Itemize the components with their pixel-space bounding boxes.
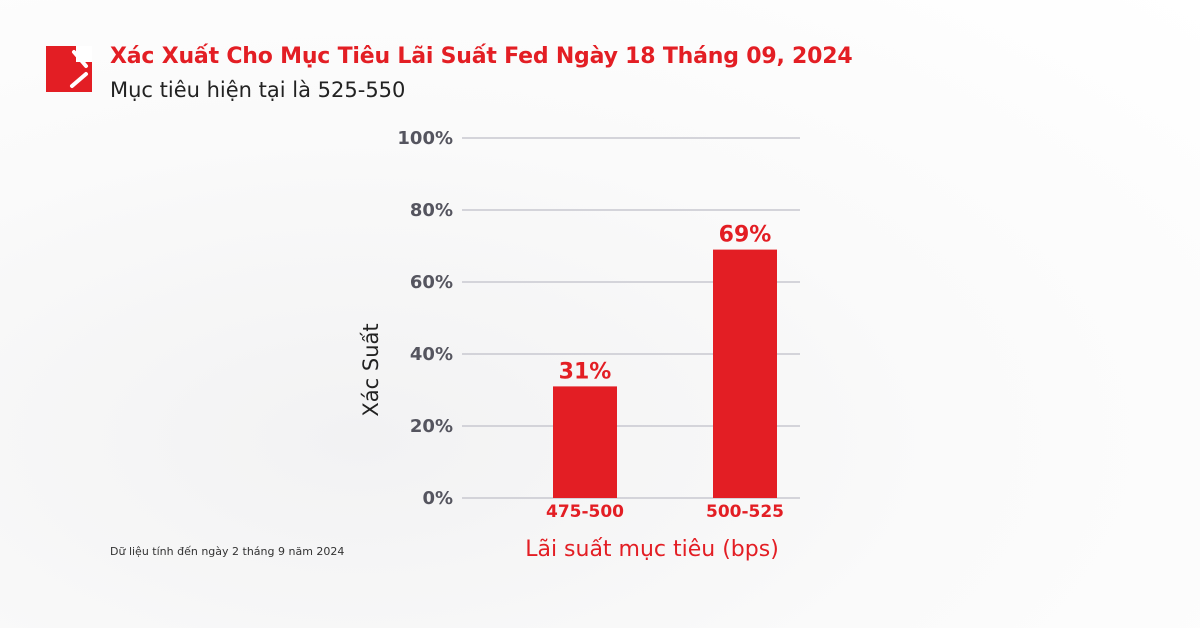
brand-logo [46, 46, 92, 92]
y-tick-label: 20% [410, 416, 453, 437]
x-tick-label: 475-500 [546, 502, 624, 522]
y-tick-label: 40% [410, 344, 453, 365]
footnote: Dữ liệu tính đến ngày 2 tháng 9 năm 2024 [110, 545, 345, 558]
bar [713, 249, 777, 498]
data-label: 69% [719, 223, 772, 248]
bar [553, 386, 617, 498]
chart-title: Xác Xuất Cho Mục Tiêu Lãi Suất Fed Ngày … [110, 44, 853, 69]
x-tick-label: 500-525 [706, 502, 784, 522]
y-tick-label: 80% [410, 200, 453, 221]
y-axis-label: Xác Suất [359, 323, 383, 416]
x-axis-label: Lãi suất mục tiêu (bps) [525, 537, 779, 562]
y-tick-label: 0% [422, 488, 453, 509]
data-label: 31% [559, 359, 612, 384]
y-tick-label: 100% [397, 128, 453, 149]
chart-subtitle: Mục tiêu hiện tại là 525-550 [110, 78, 406, 102]
y-tick-label: 60% [410, 272, 453, 293]
